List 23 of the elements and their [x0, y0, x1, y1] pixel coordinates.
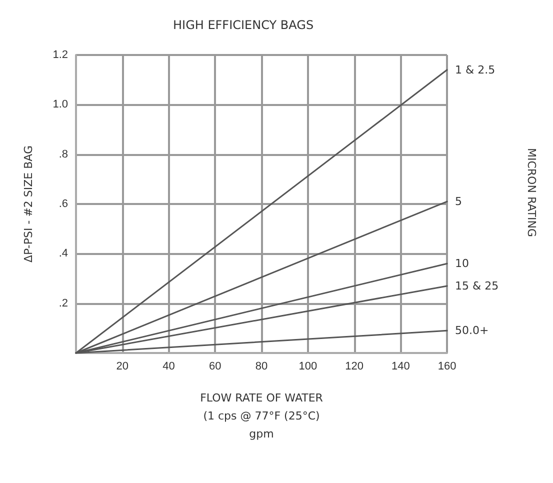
y-axis-title: ΔP-PSI - #2 SIZE BAG: [22, 145, 35, 263]
series-label: 50.0+: [455, 324, 489, 338]
series-label: 10: [455, 257, 469, 270]
x-tick-label: 100: [298, 360, 318, 372]
y-tick-label: .8: [58, 148, 68, 160]
y-tick-label: .4: [58, 248, 68, 260]
x-tick-label: 140: [391, 360, 410, 372]
series-label: 5: [455, 195, 462, 208]
chart-title: HIGH EFFICIENCY BAGS: [173, 18, 314, 32]
series-label: 15 & 25: [455, 279, 499, 292]
x-tick-label: 60: [209, 360, 222, 372]
y-tick-label: .6: [58, 198, 68, 210]
x-tick-label: 20: [116, 360, 128, 372]
x-tick-label: 40: [162, 360, 175, 372]
x-tick-label: 80: [255, 360, 268, 372]
y-tick-label: 1.0: [52, 98, 68, 111]
x-tick-label: 160: [438, 360, 456, 372]
text: MICRON RATING: [525, 148, 538, 238]
y-tick-label: 1.2: [52, 49, 68, 61]
x-tick-label: 120: [345, 360, 364, 372]
x-axis-title: FLOW RATE OF WATER (1 cps @ 77°F (25°C) gpm: [200, 392, 324, 440]
series-label: 1 & 2.5: [455, 63, 496, 76]
y-tick-label: .2: [58, 297, 68, 310]
